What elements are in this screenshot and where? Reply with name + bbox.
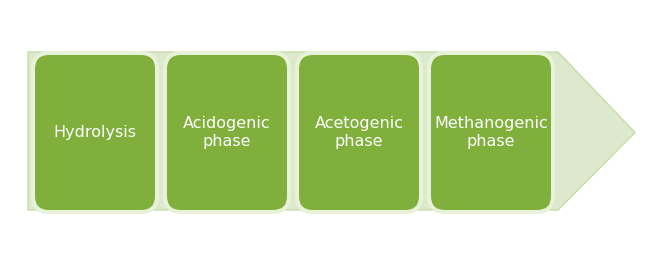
FancyBboxPatch shape	[31, 51, 159, 214]
FancyBboxPatch shape	[167, 55, 287, 210]
Text: Acidogenic
phase: Acidogenic phase	[183, 116, 271, 149]
FancyBboxPatch shape	[299, 55, 419, 210]
FancyBboxPatch shape	[295, 51, 423, 214]
FancyBboxPatch shape	[431, 55, 551, 210]
FancyBboxPatch shape	[163, 51, 291, 214]
Text: Acetogenic
phase: Acetogenic phase	[314, 116, 403, 149]
Text: Methanogenic
phase: Methanogenic phase	[434, 116, 548, 149]
Polygon shape	[28, 52, 635, 210]
FancyBboxPatch shape	[427, 51, 555, 214]
Text: Hydrolysis: Hydrolysis	[53, 125, 136, 140]
FancyBboxPatch shape	[35, 55, 155, 210]
